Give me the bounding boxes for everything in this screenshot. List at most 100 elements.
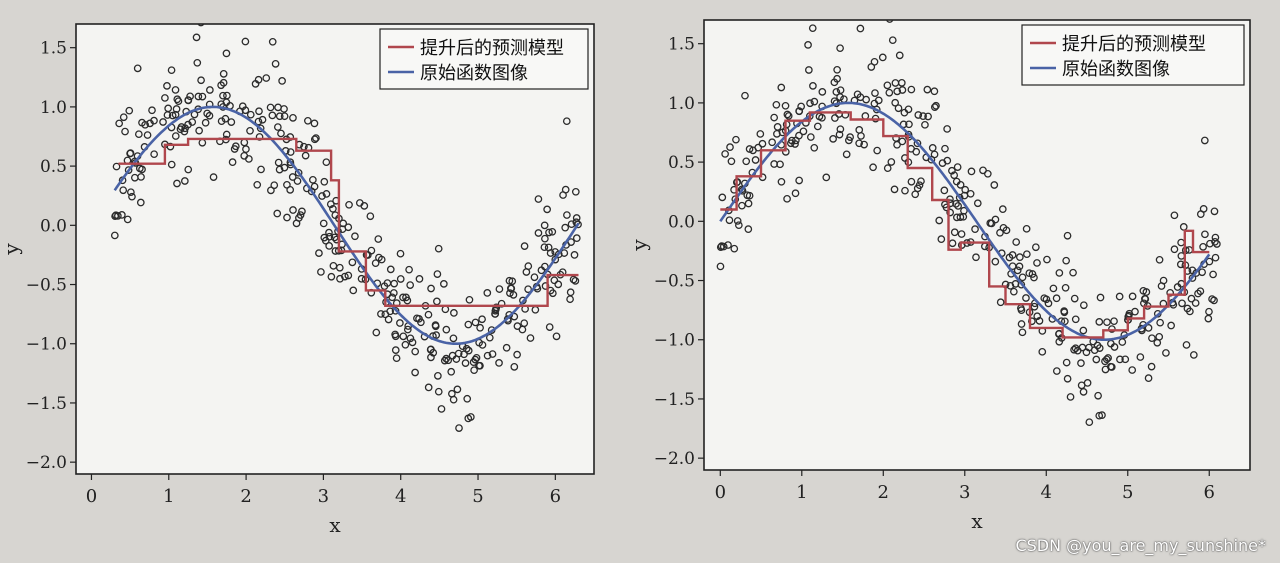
data-point	[406, 281, 415, 289]
data-point	[1062, 256, 1071, 265]
data-point	[381, 310, 390, 319]
data-point	[349, 286, 358, 295]
data-point	[377, 310, 385, 318]
data-point	[1103, 318, 1111, 327]
data-point	[219, 69, 228, 78]
data-point	[463, 394, 472, 403]
data-point	[716, 243, 725, 252]
data-point	[1066, 393, 1075, 401]
data-point	[268, 37, 277, 46]
data-point	[883, 81, 892, 90]
data-point	[1167, 321, 1175, 330]
data-point	[832, 88, 841, 96]
data-point	[1055, 269, 1064, 277]
data-point	[943, 156, 952, 165]
data-point	[566, 288, 575, 297]
data-point	[475, 361, 483, 370]
data-point	[1062, 358, 1071, 367]
data-point	[223, 91, 231, 100]
data-point	[403, 325, 412, 334]
data-point	[1108, 325, 1116, 333]
data-point	[1023, 250, 1031, 259]
data-point	[1077, 381, 1086, 390]
data-point	[464, 346, 473, 355]
data-point	[119, 113, 128, 122]
data-point	[967, 167, 976, 176]
data-point	[1211, 237, 1219, 246]
data-point	[197, 76, 205, 85]
data-point	[914, 111, 923, 119]
data-point	[946, 199, 955, 208]
data-point	[1079, 326, 1088, 335]
data-point	[1155, 255, 1164, 264]
y-axis-label: y	[0, 243, 23, 256]
data-point	[503, 315, 512, 323]
data-point	[1201, 230, 1209, 239]
data-point	[130, 173, 139, 182]
data-point	[548, 227, 557, 236]
data-point	[862, 95, 870, 104]
data-point	[749, 146, 757, 155]
data-point	[836, 125, 845, 134]
data-point	[1153, 338, 1162, 347]
data-point	[168, 111, 177, 120]
data-point	[495, 359, 503, 367]
data-point	[818, 88, 827, 96]
data-point	[136, 198, 145, 207]
data-point	[791, 140, 799, 148]
data-point	[280, 163, 289, 172]
data-point	[310, 182, 319, 191]
chart-2: 0 1 2 3 4 5 6 1.5 1.0 0.5 0.0 −0.5 −1.0 −1.5 −2.0 x y 提升后…	[627, 19, 1251, 533]
data-point	[126, 149, 135, 157]
data-point	[732, 135, 740, 144]
data-point	[141, 120, 149, 129]
data-point	[561, 185, 570, 194]
data-point	[1009, 287, 1018, 296]
data-point	[447, 367, 456, 376]
x-tick-label: 6	[550, 486, 561, 507]
x-tick-label: 6	[1204, 482, 1215, 503]
data-point	[286, 133, 295, 141]
data-point	[913, 139, 922, 148]
data-point	[786, 139, 795, 148]
data-point	[937, 235, 946, 243]
data-point	[318, 192, 326, 200]
data-point	[813, 122, 822, 131]
data-point	[784, 112, 793, 120]
legend-label: 提升后的预测模型	[420, 38, 564, 59]
data-point	[280, 105, 288, 113]
data-point	[415, 275, 424, 283]
data-point	[777, 177, 786, 186]
data-point	[953, 213, 961, 222]
y-tick-label: −1.0	[654, 331, 695, 351]
data-point	[159, 118, 167, 126]
data-point	[434, 387, 443, 396]
data-point	[464, 320, 473, 329]
data-point	[1052, 367, 1061, 375]
plot-content	[110, 24, 582, 432]
data-point	[466, 413, 475, 421]
data-point	[1118, 338, 1127, 346]
data-point	[1156, 318, 1165, 327]
data-point	[871, 89, 879, 97]
data-point	[448, 389, 456, 398]
data-point	[495, 285, 504, 293]
data-point	[751, 156, 760, 164]
data-point	[286, 148, 295, 156]
data-point	[898, 86, 907, 94]
data-point	[121, 127, 129, 136]
data-point	[405, 265, 413, 274]
data-point	[893, 140, 901, 149]
data-point	[829, 135, 837, 143]
data-point	[522, 268, 531, 276]
data-point	[907, 85, 916, 94]
data-point	[241, 37, 250, 46]
data-point	[1096, 293, 1105, 302]
y-tick-label: 1.0	[668, 94, 695, 114]
data-point	[1191, 299, 1200, 307]
data-point	[731, 195, 740, 204]
data-point	[1198, 268, 1206, 277]
data-point	[444, 356, 453, 365]
data-point	[167, 160, 176, 169]
data-point	[915, 181, 924, 190]
